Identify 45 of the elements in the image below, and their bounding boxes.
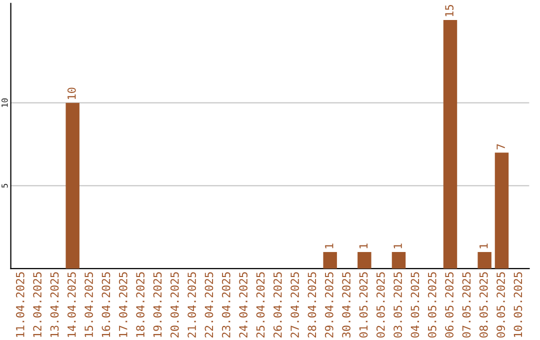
x-tick-label: 19.04.2025 xyxy=(153,272,162,337)
x-tick-label: 14.04.2025 xyxy=(67,272,76,337)
data-label: 7 xyxy=(496,144,505,150)
x-tick-label: 01.05.2025 xyxy=(359,272,368,338)
bar xyxy=(443,20,458,269)
x-tick-label: 03.05.2025 xyxy=(394,272,402,338)
data-label: 10 xyxy=(67,88,76,100)
y-tick-label: 5 xyxy=(2,184,8,188)
x-tick-label: 29.04.2025 xyxy=(324,272,334,338)
x-tick-label: 24.04.2025 xyxy=(239,272,248,338)
x-tick-label: 15.04.2025 xyxy=(84,272,94,337)
data-label: 1 xyxy=(359,244,368,248)
x-tick-label: 22.04.2025 xyxy=(204,272,214,338)
bar xyxy=(494,152,509,269)
bar xyxy=(358,252,372,269)
x-tick-label: 26.04.2025 xyxy=(273,272,282,338)
x-tick-label: 30.04.2025 xyxy=(342,272,350,338)
x-tick-label: 17.04.2025 xyxy=(118,272,128,337)
x-tick-label: 16.04.2025 xyxy=(102,272,110,337)
x-tick-label: 06.05.2025 xyxy=(445,272,454,338)
data-label: 15 xyxy=(445,5,454,16)
x-tick-label: 11.04.2025 xyxy=(16,272,24,337)
x-tick-label: 08.05.2025 xyxy=(479,272,488,338)
x-tick-label: 12.04.2025 xyxy=(33,272,42,337)
x-tick-label: 25.04.2025 xyxy=(256,272,265,338)
x-tick-label: 20.04.2025 xyxy=(170,272,179,338)
x-tick-label: 23.04.2025 xyxy=(222,272,230,338)
x-tick-label: 10.05.2025 xyxy=(514,272,522,337)
x-tick-label: 21.04.2025 xyxy=(188,272,196,338)
bar xyxy=(478,252,492,269)
x-tick-label: 18.04.2025 xyxy=(136,272,145,337)
bar xyxy=(323,252,337,269)
x-tick-label: 27.04.2025 xyxy=(290,272,299,338)
bar xyxy=(392,252,406,269)
x-tick-label: 05.05.2025 xyxy=(428,272,436,338)
x-tick-label: 09.05.2025 xyxy=(496,272,505,338)
x-tick-label: 04.05.2025 xyxy=(410,272,420,338)
data-label: 1 xyxy=(325,244,334,248)
x-tick-label: 07.05.2025 xyxy=(462,272,471,338)
bar xyxy=(66,102,80,269)
data-label: 1 xyxy=(480,244,488,248)
x-tick-label: 28.04.2025 xyxy=(308,272,316,338)
data-label: 1 xyxy=(394,244,402,248)
x-tick-label: 13.04.2025 xyxy=(50,272,59,337)
x-tick-label: 02.05.2025 xyxy=(376,272,385,338)
